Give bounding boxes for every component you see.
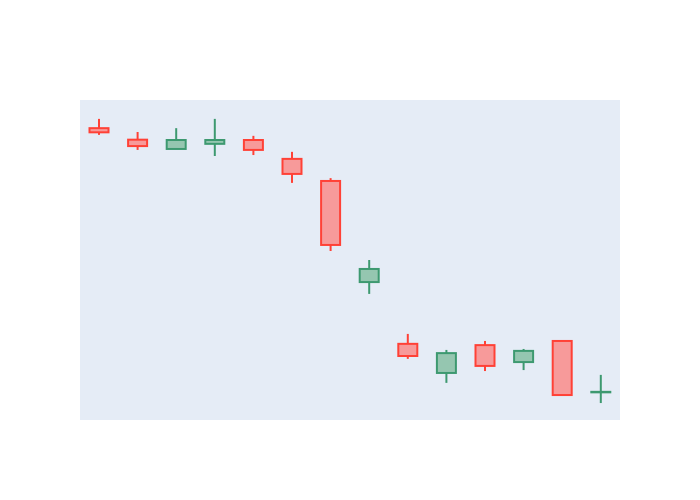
- candle-body: [281, 157, 303, 175]
- candle-body: [242, 139, 264, 151]
- candle: [281, 151, 303, 183]
- candle: [435, 349, 457, 383]
- candle-body: [551, 339, 573, 397]
- candle-body: [320, 179, 342, 246]
- candle: [474, 340, 496, 372]
- candle: [242, 135, 264, 156]
- candle: [320, 178, 342, 252]
- candle-body: [204, 139, 226, 145]
- candle: [397, 333, 419, 359]
- candle-body: [88, 127, 110, 134]
- candle-body: [127, 138, 149, 148]
- candle-body: [165, 139, 187, 150]
- candle: [127, 132, 149, 150]
- candle-body: [590, 390, 612, 394]
- candle: [513, 348, 535, 371]
- candle-body: [397, 342, 419, 357]
- candle-body: [435, 352, 457, 374]
- plot-area: [80, 100, 620, 420]
- candle-body: [513, 349, 535, 364]
- candle-body: [358, 267, 380, 284]
- candle: [551, 339, 573, 397]
- candle: [165, 128, 187, 150]
- candles-layer: [88, 118, 612, 404]
- candle: [358, 260, 380, 294]
- candle: [590, 374, 612, 404]
- candle: [88, 118, 110, 135]
- candle-body: [474, 344, 496, 367]
- candle: [204, 118, 226, 156]
